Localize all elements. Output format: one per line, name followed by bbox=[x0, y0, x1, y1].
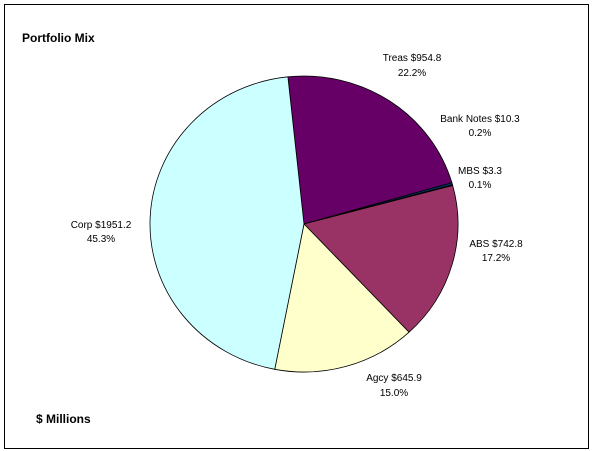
slice-label-treas: Treas $954.8 bbox=[383, 53, 442, 64]
chart-subtitle: $ Millions bbox=[36, 412, 91, 426]
pie-slice-treas bbox=[287, 75, 453, 225]
slice-label-corp: Corp $1951.2 bbox=[71, 220, 132, 231]
slice-percent-agcy: 15.0% bbox=[380, 388, 408, 399]
slice-label-bank-notes: Bank Notes $10.3 bbox=[440, 114, 520, 125]
slice-percent-abs: 17.2% bbox=[482, 253, 510, 264]
pie-slice-abs bbox=[303, 185, 459, 333]
slice-percent-treas: 22.2% bbox=[398, 68, 426, 79]
pie-slice-corp bbox=[149, 76, 305, 370]
pie-slice-agcy bbox=[274, 223, 410, 373]
slice-label-abs: ABS $742.8 bbox=[469, 239, 523, 250]
slice-percent-bank-notes: 0.2% bbox=[469, 128, 492, 139]
slice-label-agcy: Agcy $645.9 bbox=[366, 373, 422, 384]
pie-labels: Treas $954.8 22.2% Bank Notes $10.3 0.2% MBS… bbox=[71, 53, 523, 399]
chart-title: Portfolio Mix bbox=[22, 31, 95, 45]
slice-label-mbs: MBS $3.3 bbox=[458, 166, 502, 177]
slice-percent-corp: 45.3% bbox=[87, 234, 115, 245]
slice-percent-mbs: 0.1% bbox=[469, 180, 492, 191]
pie-slices bbox=[149, 75, 459, 373]
